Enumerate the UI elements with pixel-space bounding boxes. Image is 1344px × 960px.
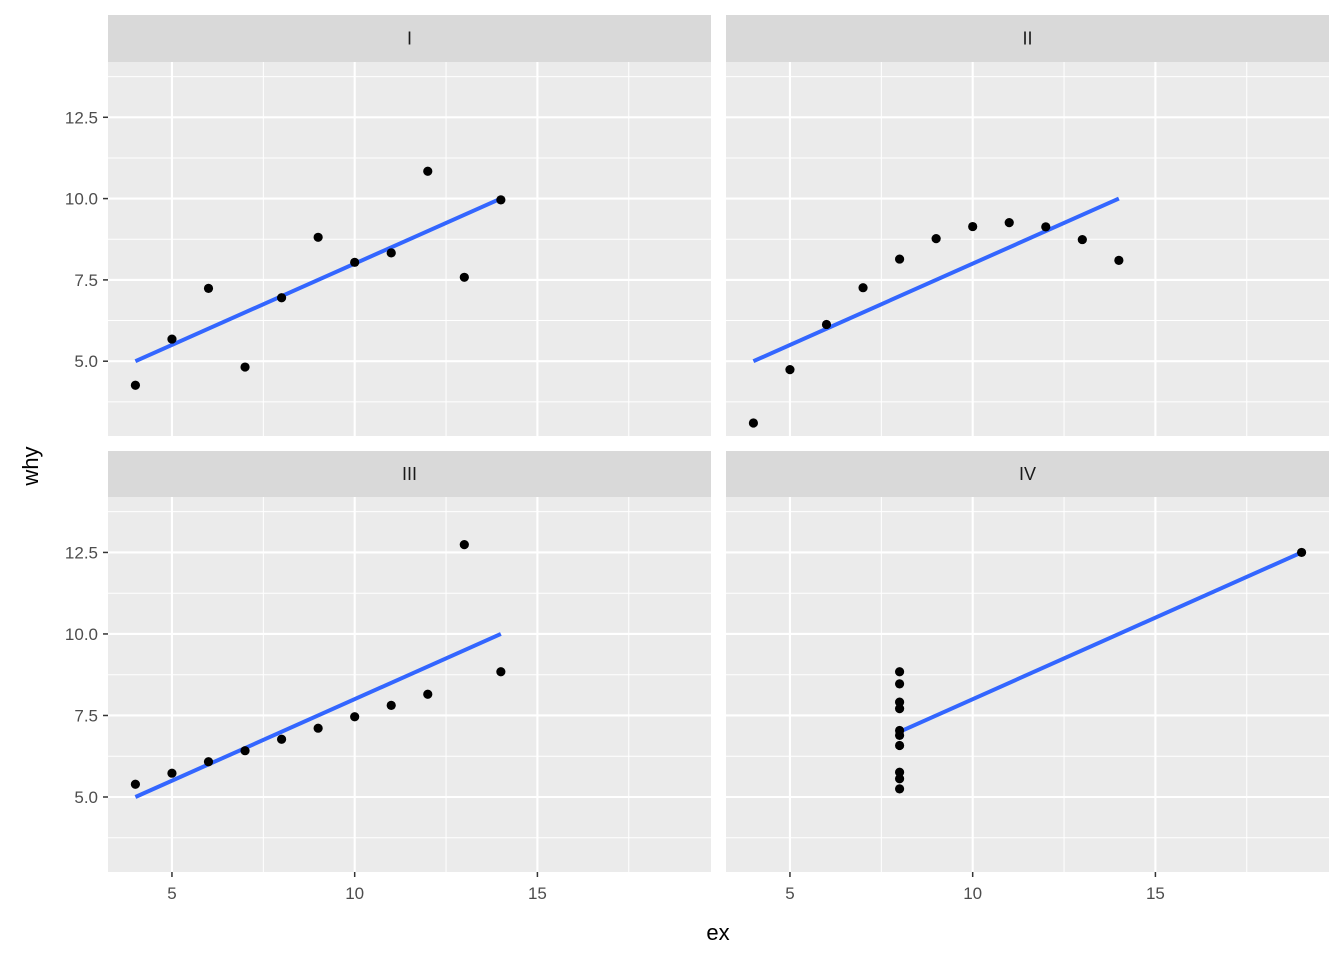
data-point xyxy=(130,380,141,390)
x-axis-title: ex xyxy=(706,920,729,945)
data-point xyxy=(130,779,141,789)
data-point xyxy=(968,221,978,232)
data-point xyxy=(894,679,905,689)
data-point xyxy=(240,746,250,756)
data-point xyxy=(931,233,941,244)
y-tick-label: 5.0 xyxy=(74,788,98,807)
strip-i xyxy=(108,15,711,62)
y-axis-title: why xyxy=(18,446,43,486)
data-point xyxy=(276,293,287,303)
data-point xyxy=(858,283,868,293)
strip-ii xyxy=(726,15,1329,62)
x-tick-label: 10 xyxy=(963,884,982,903)
y-tick-label: 10.0 xyxy=(65,625,98,644)
axes: 5.0 7.5 10.0 12.5 5.0 7.5 10.0 12.5 5 10 15 5 10 15 xyxy=(65,108,1165,903)
data-point xyxy=(1296,547,1307,558)
strip-iii xyxy=(108,451,711,497)
data-point xyxy=(748,418,759,428)
data-point xyxy=(894,254,905,264)
data-point xyxy=(496,667,506,677)
data-point xyxy=(386,248,396,258)
strip-label-ii: II xyxy=(1022,29,1032,49)
data-point xyxy=(1004,218,1014,228)
panel-background-i xyxy=(108,62,711,436)
strip-label-iv: IV xyxy=(1019,464,1036,484)
data-point xyxy=(894,784,905,794)
panel-background-ii xyxy=(726,62,1329,436)
strip-label-i: I xyxy=(407,29,412,49)
data-point xyxy=(423,166,433,176)
data-point xyxy=(313,232,323,242)
data-point xyxy=(167,334,177,344)
strip-iv xyxy=(726,451,1329,497)
panel-background-iii xyxy=(108,497,711,872)
y-tick-label: 5.0 xyxy=(74,352,98,371)
strip-label-iii: III xyxy=(402,464,417,484)
data-point xyxy=(313,723,323,733)
fit-line-ii xyxy=(752,196,1120,364)
fit-line-iv xyxy=(898,550,1303,734)
data-point xyxy=(894,730,905,740)
data-point xyxy=(167,768,177,778)
y-tick-label: 12.5 xyxy=(65,108,98,127)
data-point xyxy=(1041,222,1051,232)
data-point xyxy=(894,767,905,777)
x-tick-label: 5 xyxy=(785,884,794,903)
data-point xyxy=(240,362,250,372)
data-point xyxy=(203,757,214,767)
panel-ii: II xyxy=(726,15,1329,436)
data-point xyxy=(894,740,905,751)
data-point xyxy=(894,704,905,714)
data-point xyxy=(894,697,905,707)
y-tick-label: 7.5 xyxy=(74,706,98,725)
panel-background-iv xyxy=(726,497,1329,872)
data-point xyxy=(894,774,905,784)
x-tick-label: 10 xyxy=(345,884,364,903)
data-point xyxy=(203,283,214,293)
panel-iv: IV xyxy=(726,451,1329,872)
data-point xyxy=(1077,234,1087,245)
y-tick-label: 7.5 xyxy=(74,271,98,290)
data-point xyxy=(459,540,469,550)
fit-line-iii xyxy=(134,632,502,799)
x-tick-label: 15 xyxy=(528,884,547,903)
data-point xyxy=(894,667,905,677)
x-tick-label: 5 xyxy=(167,884,176,903)
y-tick-label: 10.0 xyxy=(65,190,98,209)
data-point xyxy=(350,712,360,722)
panel-iii: III xyxy=(108,451,711,872)
data-point xyxy=(785,365,795,375)
data-point xyxy=(276,734,287,744)
data-point xyxy=(350,257,360,267)
data-point xyxy=(496,195,506,205)
panel-i: I xyxy=(108,15,711,436)
data-point xyxy=(459,272,469,282)
data-point xyxy=(1114,255,1124,265)
data-point xyxy=(821,319,832,330)
data-point xyxy=(386,700,396,710)
fit-line-i xyxy=(134,196,502,364)
data-point xyxy=(423,689,433,699)
x-tick-label: 15 xyxy=(1146,884,1165,903)
y-tick-label: 12.5 xyxy=(65,543,98,562)
